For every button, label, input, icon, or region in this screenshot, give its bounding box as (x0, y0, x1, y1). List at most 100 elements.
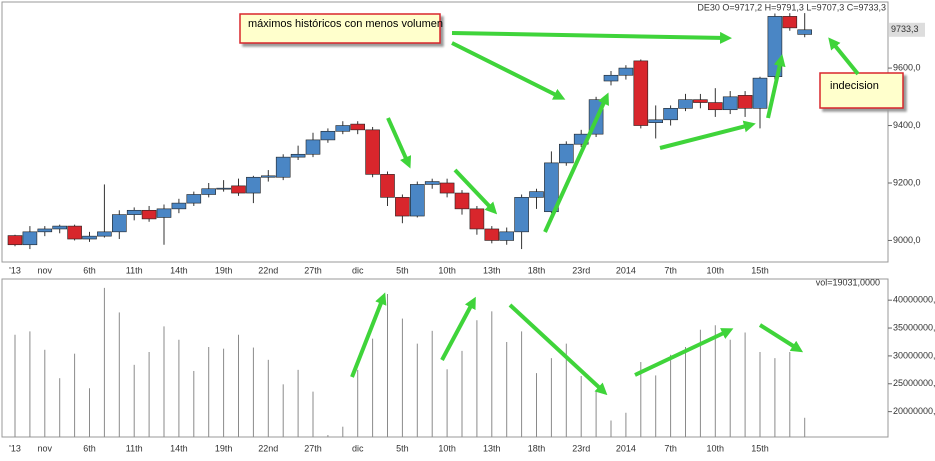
candle-body (52, 225, 68, 230)
candle-body (216, 187, 231, 190)
x-tick-label: 13th (483, 443, 501, 453)
candle-body (752, 77, 768, 109)
x-tick-label: 10th (438, 443, 456, 453)
candle-body (112, 214, 127, 233)
x-tick-label: 19th (215, 443, 233, 453)
arrow (350, 292, 387, 378)
candle-body (290, 153, 306, 158)
arrows (350, 31, 860, 396)
x-tick-label: 18th (528, 265, 546, 275)
arrow (659, 120, 756, 150)
volume-pane (1, 278, 889, 438)
annotation: indecision (819, 72, 904, 109)
header: DE30 O=9717,2 H=9791,3 L=9707,3 C=9733,3 (697, 2, 886, 12)
candle-body (558, 143, 574, 164)
candle-body (603, 74, 619, 82)
annotation-box (239, 13, 441, 44)
candle-body (320, 130, 336, 141)
y-tick-label: 40000000,0000 (893, 295, 935, 305)
x-tick-label: 5th (396, 265, 409, 275)
candle-body (365, 129, 380, 175)
candle-body (7, 235, 23, 246)
y-tick-label: 25000000,0000 (893, 378, 935, 388)
annotation-box (819, 72, 904, 109)
x-tick-label: dic (352, 443, 364, 453)
candle-body (395, 197, 410, 217)
x-tick-label: 13th (483, 265, 501, 275)
x-tick-label: nov (38, 265, 53, 275)
volume-title: vol=19031,0000 (816, 277, 880, 287)
x-tick-label: 15th (751, 443, 769, 453)
candle-body (514, 197, 529, 233)
x-tick-label: 27th (304, 443, 322, 453)
candle-body (82, 235, 97, 240)
candle-body (171, 202, 187, 210)
x-tick-label: 18th (528, 443, 546, 453)
x-tick-label: 7th (664, 443, 677, 453)
candle-body (260, 175, 276, 178)
candle-body (201, 188, 216, 195)
y-tick-label: 9400,0 (893, 120, 921, 130)
arrow (451, 41, 566, 100)
x-tick-label: 14th (170, 265, 188, 275)
arrow (451, 31, 732, 44)
candle-body (648, 119, 664, 123)
candle-body (275, 156, 291, 178)
candle-body (424, 181, 440, 185)
y-tick-label: 35000000,0000 (893, 322, 935, 332)
x-tick-label: 23rd (572, 265, 590, 275)
x-tick-label: 15th (751, 265, 769, 275)
arrow (440, 296, 476, 361)
arrow (766, 54, 786, 119)
x-tick-label: nov (38, 443, 53, 453)
candle-body (141, 209, 157, 220)
candle-body (380, 174, 395, 198)
candle-body (37, 228, 53, 233)
x-tick-label: 10th (707, 265, 725, 275)
x-tick-label: '13 (9, 265, 21, 275)
x-tick-label: 6th (83, 443, 96, 453)
candle-body (737, 95, 753, 109)
candle-body (335, 125, 351, 132)
x-tick-label: '13 (9, 443, 21, 453)
candle-body (618, 67, 634, 76)
y-tick-label: 30000000,0000 (893, 350, 935, 360)
y-tick-label: 20000000,0000 (893, 406, 935, 416)
last-price-label: 9733,3 (891, 24, 919, 34)
arrow (758, 323, 804, 353)
candle-body (707, 102, 723, 111)
candle-body (782, 16, 798, 29)
candle-body (231, 185, 246, 194)
x-tick-label: 7th (664, 265, 677, 275)
x-tick-label: 19th (215, 265, 233, 275)
candle-body (633, 60, 649, 126)
x-tick-label: 23rd (572, 443, 590, 453)
candle-body (186, 194, 202, 204)
x-tick-label: 5th (396, 443, 409, 453)
annotation: máximos históricos con menos volumen (239, 13, 443, 44)
candle-body (67, 225, 82, 240)
y-tick-label: 9200,0 (893, 177, 921, 187)
candle-body (529, 191, 544, 198)
arrow (453, 168, 498, 215)
arrow (828, 37, 860, 76)
x-tick-label: 2014 (616, 265, 636, 275)
x-tick-label: 11th (126, 443, 143, 453)
arrow (508, 303, 608, 396)
last-price-box (889, 22, 925, 37)
candle-body (693, 99, 708, 103)
annotation-text: indecision (830, 80, 879, 92)
candle-body (678, 99, 693, 109)
candle-body (544, 162, 559, 213)
candle-body (246, 176, 261, 194)
candle-body (663, 107, 678, 121)
candle-body (484, 228, 500, 241)
candle-body (350, 123, 366, 131)
candle-body (126, 209, 142, 215)
x-tick-label: 11th (126, 265, 143, 275)
candle-body (439, 182, 455, 194)
x-tick-label: 6th (83, 265, 96, 275)
arrow (543, 92, 609, 233)
arrow (634, 328, 734, 377)
